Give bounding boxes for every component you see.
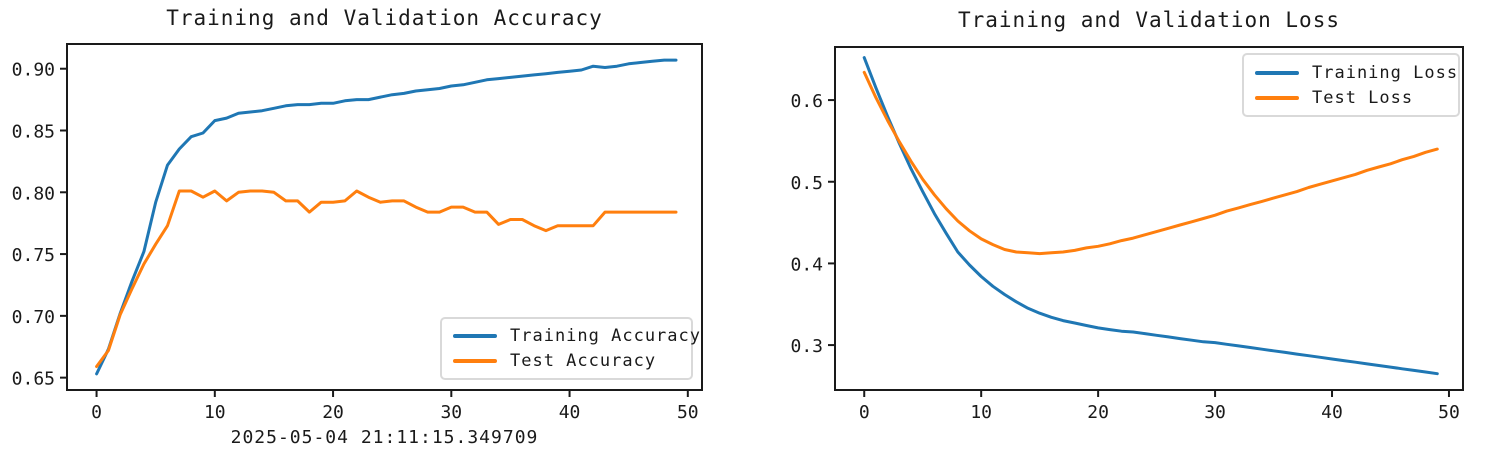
training-and-validation-accuracy-plot-spine xyxy=(66,43,703,391)
legend-label-training-loss: Training Loss xyxy=(1312,62,1459,83)
test-accuracy-line-sample xyxy=(453,358,497,363)
training-and-validation-accuracy-y-tick-label: 0.90 xyxy=(12,60,55,81)
training-and-validation-accuracy-x-tick-label: 30 xyxy=(440,402,462,423)
training-and-validation-accuracy-x-tick-label: 50 xyxy=(677,402,699,423)
training-and-validation-loss-x-tick-label: 0 xyxy=(859,402,870,423)
legend-label-test-accuracy: Test Accuracy xyxy=(510,350,657,371)
test-loss-line xyxy=(862,70,1439,256)
training-and-validation-loss-x-tick-label: 40 xyxy=(1321,402,1343,423)
legend-row-test-accuracy: Test Accuracy xyxy=(453,349,680,374)
training-and-validation-accuracy-y-tick-label: 0.65 xyxy=(12,369,55,390)
training-loss-line xyxy=(862,56,1439,376)
training-and-validation-loss-y-tick-label: 0.5 xyxy=(790,173,823,194)
legend-row-training-loss: Training Loss xyxy=(1255,60,1457,85)
training-loss-line-sample xyxy=(1255,70,1299,75)
legend-row-test-loss: Test Loss xyxy=(1255,85,1447,110)
training-accuracy-line-sample xyxy=(453,334,497,339)
training-and-validation-loss-x-tick-label: 10 xyxy=(970,402,992,423)
training-and-validation-accuracy-x-tick-label: 0 xyxy=(91,402,102,423)
test-accuracy-line xyxy=(95,189,678,368)
training-and-validation-accuracy-y-tick-label: 0.75 xyxy=(12,245,55,266)
training-and-validation-loss-y-tick-label: 0.4 xyxy=(790,254,823,275)
training-and-validation-loss-x-tick-label: 50 xyxy=(1438,402,1460,423)
legend-label-test-loss: Test Loss xyxy=(1312,87,1414,108)
accuracy-legend: Training Accuracy Test Accuracy xyxy=(440,317,700,380)
legend-label-training-accuracy: Training Accuracy xyxy=(510,326,701,347)
accuracy-chart-title: Training and Validation Accuracy xyxy=(166,6,603,30)
loss-legend: Training Loss Test Loss xyxy=(1242,53,1460,117)
training-and-validation-loss-y-tick-label: 0.6 xyxy=(790,91,823,112)
training-and-validation-loss-x-tick-label: 30 xyxy=(1204,402,1226,423)
test-loss-line-sample xyxy=(1255,95,1299,100)
training-and-validation-accuracy-y-tick-label: 0.80 xyxy=(12,183,55,204)
training-and-validation-loss-y-tick-label: 0.3 xyxy=(790,336,823,357)
legend-row-training-accuracy: Training Accuracy xyxy=(453,324,700,349)
training-and-validation-accuracy-x-tick-label: 10 xyxy=(204,402,226,423)
training-and-validation-accuracy-x-tick-label: 20 xyxy=(322,402,344,423)
training-and-validation-accuracy-x-tick-label: 40 xyxy=(559,402,581,423)
training-and-validation-loss-x-tick-label: 20 xyxy=(1087,402,1109,423)
training-and-validation-accuracy-y-tick-label: 0.85 xyxy=(12,122,55,143)
loss-chart-title: Training and Validation Loss xyxy=(957,8,1340,32)
training-accuracy-line xyxy=(95,58,678,376)
training-and-validation-loss-plot-spine xyxy=(834,46,1464,391)
accuracy-xlabel-timestamp: 2025-05-04 21:11:15.349709 xyxy=(230,427,539,448)
training-and-validation-accuracy-y-tick-label: 0.70 xyxy=(12,307,55,328)
